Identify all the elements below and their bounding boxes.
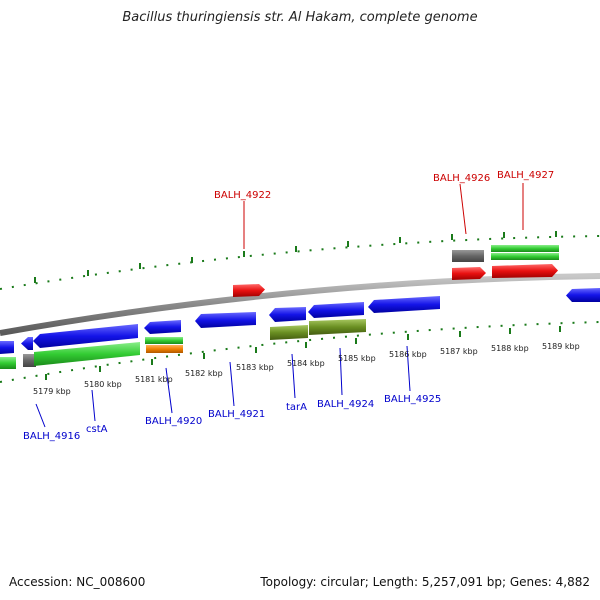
gene-arrow-reverse[interactable] xyxy=(195,312,256,328)
genome-backbone xyxy=(0,273,600,336)
accession-text: Accession: NC_008600 xyxy=(9,575,146,589)
gene-arrow-reverse[interactable] xyxy=(368,296,440,313)
tick-label: 5186 kbp xyxy=(389,350,427,359)
gene-arrow-forward[interactable] xyxy=(233,284,265,297)
leader-line xyxy=(229,361,235,407)
gene-label[interactable]: BALH_4926 xyxy=(433,173,490,184)
tick-label: 5184 kbp xyxy=(287,359,325,368)
gene-label[interactable]: BALH_4927 xyxy=(497,170,554,181)
feature-orange[interactable] xyxy=(146,345,183,353)
gene-label[interactable]: BALH_4925 xyxy=(384,394,441,405)
tick-label: 5183 kbp xyxy=(236,363,274,372)
feature-gray[interactable] xyxy=(452,250,484,262)
scale-labels: 5179 kbp 5180 kbp 5181 kbp 5182 kbp 5183… xyxy=(33,342,580,396)
feature-gray[interactable] xyxy=(23,354,36,367)
gene-label[interactable]: BALH_4921 xyxy=(208,409,265,420)
reverse-gene-labels: BALH_4916 cstA BALH_4920 BALH_4921 tarA … xyxy=(23,394,441,442)
gene-label[interactable]: BALH_4922 xyxy=(214,190,271,201)
gene-label[interactable]: BALH_4916 xyxy=(23,431,80,442)
tick-label: 5188 kbp xyxy=(491,344,529,353)
leader-line xyxy=(165,367,173,414)
forward-genes xyxy=(233,245,559,297)
gene-arrow-forward[interactable] xyxy=(452,267,486,280)
gene-label[interactable]: tarA xyxy=(286,402,307,413)
feature-green[interactable] xyxy=(491,253,559,260)
gene-arrow-reverse[interactable] xyxy=(0,341,14,354)
leader-line xyxy=(339,347,343,396)
feature-olive[interactable] xyxy=(309,319,366,335)
feature-green[interactable] xyxy=(145,337,183,344)
feature-green[interactable] xyxy=(491,245,559,252)
genome-stats-text: Topology: circular; Length: 5,257,091 bp… xyxy=(260,575,590,589)
feature-green[interactable] xyxy=(34,342,140,366)
tick-label: 5180 kbp xyxy=(84,380,122,389)
map-title: Bacillus thuringiensis str. Al Hakam, co… xyxy=(122,10,478,25)
gene-arrow-reverse[interactable] xyxy=(33,324,138,348)
lower-tick-track xyxy=(0,321,600,383)
feature-olive[interactable] xyxy=(270,325,308,340)
gene-arrow-forward[interactable] xyxy=(492,264,558,278)
gene-label[interactable]: BALH_4924 xyxy=(317,399,374,410)
leader-line xyxy=(406,345,411,392)
upper-tick-track xyxy=(0,235,600,290)
leader-line xyxy=(35,403,46,428)
tick-label: 5179 kbp xyxy=(33,387,71,396)
label-leaders xyxy=(35,183,524,428)
gene-label[interactable]: BALH_4920 xyxy=(145,416,202,427)
gene-arrow-reverse[interactable] xyxy=(21,337,33,350)
lower-tick-line xyxy=(0,321,600,383)
tick-label: 5181 kbp xyxy=(135,375,173,384)
reverse-genes xyxy=(0,288,600,369)
feature-green[interactable] xyxy=(0,357,16,369)
gene-arrow-reverse[interactable] xyxy=(308,302,364,318)
upper-major-ticks xyxy=(34,231,557,283)
leader-line xyxy=(459,183,467,235)
gene-arrow-reverse[interactable] xyxy=(269,307,306,322)
upper-tick-line xyxy=(0,235,600,290)
leader-line xyxy=(91,389,96,422)
gene-arrow-reverse[interactable] xyxy=(144,320,181,334)
lower-major-ticks xyxy=(45,326,561,380)
gene-arrow-reverse[interactable] xyxy=(566,288,600,302)
tick-label: 5182 kbp xyxy=(185,369,223,378)
tick-label: 5189 kbp xyxy=(542,342,580,351)
gene-label[interactable]: cstA xyxy=(86,424,108,435)
tick-label: 5185 kbp xyxy=(338,354,376,363)
tick-label: 5187 kbp xyxy=(440,347,478,356)
leader-line xyxy=(291,353,296,399)
forward-gene-labels: BALH_4922 BALH_4926 BALH_4927 xyxy=(214,170,554,201)
